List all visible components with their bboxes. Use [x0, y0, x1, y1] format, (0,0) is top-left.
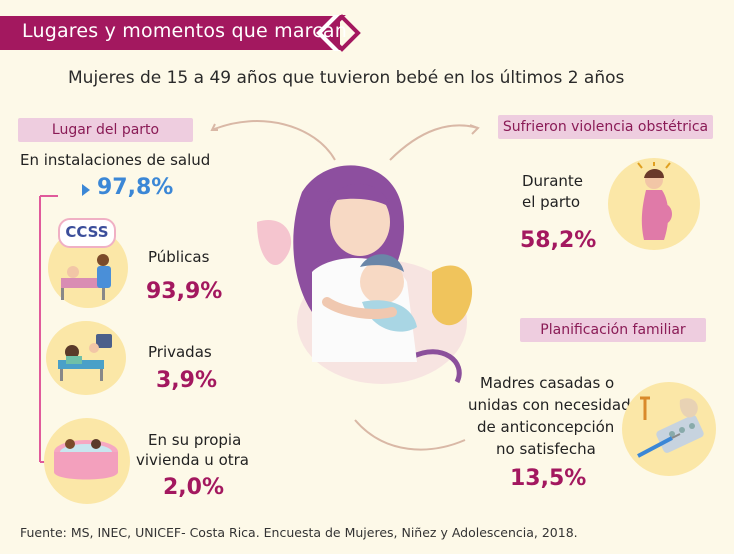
label-health-facilities: En instalaciones de salud [20, 151, 211, 169]
hospital-bed-icon [61, 254, 111, 300]
tag-obstetric-violence: Sufrieron violencia obstétrica [498, 115, 713, 139]
ccss-logo: CCSS [58, 218, 116, 248]
label-violence-line2: el parto [522, 193, 581, 211]
title-banner [0, 16, 340, 50]
value-planning: 13,5% [510, 466, 587, 491]
tag-family-planning: Planificación familiar [520, 318, 706, 342]
distressed-pregnant-woman-icon [637, 162, 672, 240]
label-planning-line3: de anticoncepción [477, 418, 615, 436]
banner-title: Lugares y momentos que marcan [22, 20, 347, 42]
tag-lugar-del-parto: Lugar del parto [18, 118, 193, 142]
label-home-line2: vivienda u otra [136, 451, 249, 469]
label-violence-line1: Durante [522, 172, 584, 190]
label-public: Públicas [148, 248, 210, 266]
label-planning-line1: Madres casadas o [480, 374, 615, 392]
label-planning-line4: no satisfecha [496, 440, 596, 458]
contraceptive-items-icon [637, 396, 704, 458]
source-note: Fuente: MS, INEC, UNICEF- Costa Rica. En… [20, 525, 578, 540]
label-home-line1: En su propia [148, 431, 242, 449]
value-public: 93,9% [146, 279, 223, 304]
value-home: 2,0% [163, 475, 225, 500]
value-private: 3,9% [156, 368, 218, 393]
mother-baby-illustration [257, 165, 473, 384]
label-planning-line2: unidas con necesidad [468, 396, 631, 414]
hospital-private-circle [46, 321, 126, 395]
label-private: Privadas [148, 343, 212, 361]
private-clinic-icon [58, 334, 112, 381]
birth-pool-icon [54, 439, 118, 480]
value-violence: 58,2% [520, 228, 597, 253]
ccss-logo-text: CCSS [65, 223, 109, 241]
value-health-facilities: 97,8% [97, 175, 174, 200]
page-subtitle: Mujeres de 15 a 49 años que tuvieron beb… [68, 68, 625, 88]
banner-diamond-icon [316, 14, 361, 52]
